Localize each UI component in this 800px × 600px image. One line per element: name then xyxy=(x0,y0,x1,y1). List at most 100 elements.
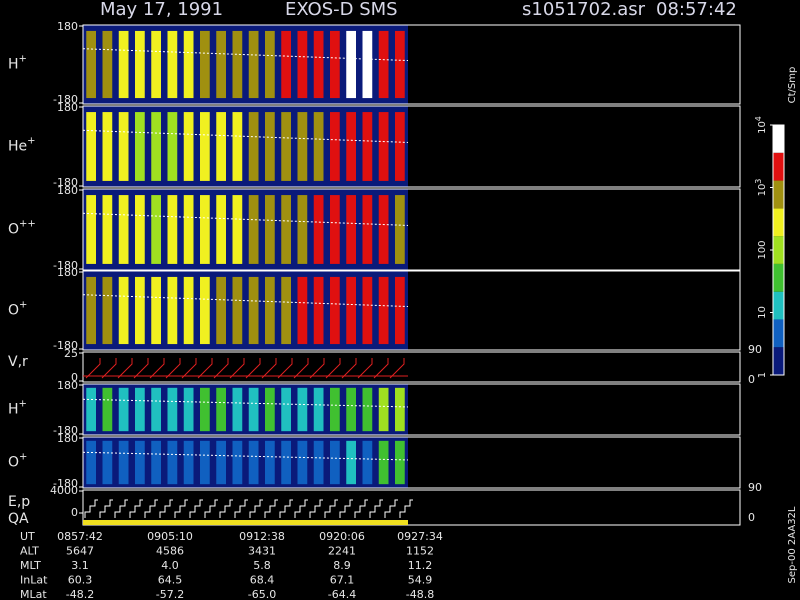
panel-label: He+ xyxy=(8,136,36,155)
frame xyxy=(82,270,741,351)
ephem-value: 2241 xyxy=(328,545,356,558)
right-tick-label: 90 xyxy=(748,481,762,494)
intensity-column xyxy=(362,276,373,345)
frame xyxy=(82,24,741,105)
intensity-column xyxy=(118,440,129,485)
label-text: O xyxy=(8,455,19,471)
intensity-column xyxy=(395,440,405,485)
intensity-column xyxy=(216,30,226,99)
label-sup: + xyxy=(27,136,35,147)
y-tick-label: -180 xyxy=(53,339,78,352)
ephem-name: MLat xyxy=(20,588,47,600)
energy-steps xyxy=(84,499,413,518)
intensity-column xyxy=(248,195,259,264)
y-tick-label: 4000 xyxy=(50,484,78,497)
label-sup: + xyxy=(19,452,27,463)
ephem-value: -57.2 xyxy=(156,588,184,600)
intensity-column xyxy=(135,387,145,432)
intensity-column xyxy=(265,30,275,99)
colorbar-cell xyxy=(773,208,784,237)
intensity-column xyxy=(167,30,178,99)
right-tick-label: 90 xyxy=(748,343,762,356)
intensity-column xyxy=(378,276,389,345)
spectrogram-bg xyxy=(83,437,408,488)
ephem-value: 5.8 xyxy=(253,559,271,572)
intensity-column xyxy=(265,195,275,264)
intensity-column xyxy=(313,276,324,345)
intensity-column xyxy=(151,440,161,485)
intensity-column xyxy=(395,30,405,99)
intensity-column xyxy=(216,112,226,181)
label-sup: + xyxy=(19,54,27,65)
intensity-column xyxy=(281,276,291,345)
y-tick-label: 180 xyxy=(57,101,78,114)
intensity-column xyxy=(232,276,243,345)
ephem-value: 0857:42 xyxy=(57,530,103,543)
intensity-column xyxy=(86,30,96,99)
colorbar-cell xyxy=(773,180,784,209)
y-tick-label: 180 xyxy=(57,184,78,197)
ephem-value: 0912:38 xyxy=(239,530,285,543)
intensity-column xyxy=(248,276,259,345)
intensity-column xyxy=(346,195,356,264)
intensity-column xyxy=(102,387,113,432)
intensity-column xyxy=(395,276,405,345)
intensity-column xyxy=(346,112,356,181)
spectrogram-bg xyxy=(83,384,408,435)
intensity-column xyxy=(378,112,389,181)
y-tick-label: 180 xyxy=(57,432,78,445)
intensity-column xyxy=(330,440,340,485)
frame xyxy=(82,188,741,271)
panel-label: O+ xyxy=(8,452,27,471)
intensity-column xyxy=(135,195,145,264)
tick-sup: 3 xyxy=(754,179,763,184)
intensity-column xyxy=(102,195,113,264)
intensity-column xyxy=(86,112,96,181)
label-sup: ++ xyxy=(19,219,36,230)
intensity-column xyxy=(346,440,356,485)
intensity-column xyxy=(167,276,178,345)
intensity-column xyxy=(297,112,308,181)
intensity-column xyxy=(102,276,113,345)
label-sup: + xyxy=(19,399,27,410)
colorbar-cell xyxy=(773,347,784,375)
intensity-column xyxy=(281,195,291,264)
intensity-column xyxy=(232,387,243,432)
intensity-column xyxy=(118,276,129,345)
intensity-column xyxy=(265,276,275,345)
y-tick-label: -180 xyxy=(53,93,78,106)
colorbar-cell xyxy=(773,236,784,264)
panel-label: V,r xyxy=(8,354,28,370)
intensity-column xyxy=(200,30,210,99)
intensity-column xyxy=(362,195,373,264)
intensity-column xyxy=(330,30,340,99)
intensity-column xyxy=(216,195,226,264)
time: 08:57:42 xyxy=(656,0,737,20)
frame xyxy=(82,383,741,436)
intensity-column xyxy=(183,112,194,181)
intensity-column xyxy=(297,387,308,432)
intensity-column xyxy=(297,30,308,99)
y-tick-label: -180 xyxy=(53,424,78,437)
intensity-column xyxy=(216,440,226,485)
label-text: O xyxy=(8,222,19,238)
frame xyxy=(82,105,741,188)
colorbar-cell xyxy=(773,125,784,153)
intensity-column xyxy=(362,440,373,485)
ephem-value: 0905:10 xyxy=(147,530,193,543)
colorbar-tick-label: 100 xyxy=(757,240,768,259)
intensity-column xyxy=(313,440,324,485)
intensity-column xyxy=(232,30,243,99)
ephem-value: 68.4 xyxy=(250,574,275,587)
intensity-column xyxy=(167,195,178,264)
intensity-column xyxy=(118,387,129,432)
intensity-column xyxy=(395,112,405,181)
colorbar-cell xyxy=(773,152,784,181)
intensity-column xyxy=(297,276,308,345)
intensity-column xyxy=(200,112,210,181)
intensity-column xyxy=(362,387,373,432)
ephem-name: InLat xyxy=(20,574,48,587)
footer: Sep-00 2AA32L xyxy=(787,506,798,583)
ephem-value: 54.9 xyxy=(408,574,433,587)
intensity-column xyxy=(151,276,161,345)
